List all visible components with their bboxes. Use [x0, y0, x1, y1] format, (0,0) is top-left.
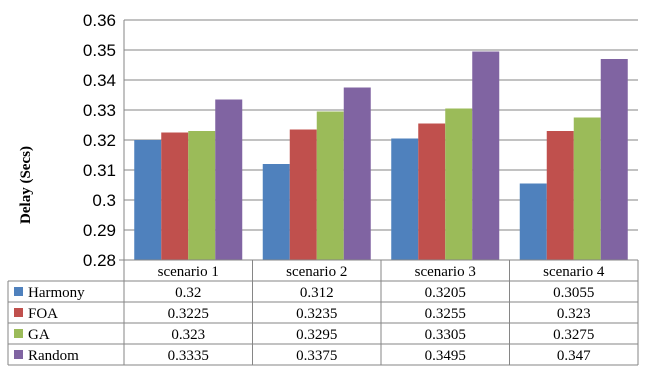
bar-random-scenario-2: [343, 87, 371, 260]
x-tick-label: scenario 4: [543, 264, 605, 280]
data-label: 0.312: [300, 285, 334, 301]
bar-foa-scenario-1: [161, 132, 189, 260]
data-label: 0.3305: [425, 327, 466, 343]
y-tick-label: 0.28: [83, 251, 116, 270]
data-label: 0.3225: [168, 306, 209, 322]
bar-random-scenario-3: [472, 51, 500, 260]
data-label: 0.3205: [425, 285, 466, 301]
y-tick-label: 0.36: [83, 11, 116, 30]
y-axis-label: Delay (Secs): [18, 146, 34, 224]
legend-key-ga: [14, 329, 23, 338]
y-tick-label: 0.29: [83, 221, 116, 240]
legend-key-harmony: [14, 287, 23, 296]
y-tick-label: 0.33: [83, 101, 116, 120]
x-tick-label: scenario 3: [415, 264, 476, 280]
bar-foa-scenario-4: [546, 131, 574, 260]
bars: [134, 51, 628, 260]
x-tick-label: scenario 1: [158, 264, 219, 280]
y-axis-ticks: 0.28 0.29 0.3 0.31 0.32 0.33 0.34 0.35 0.36: [83, 11, 116, 270]
legend-label-ga: GA: [28, 327, 50, 343]
data-label: 0.323: [171, 327, 205, 343]
bar-foa-scenario-2: [289, 129, 317, 260]
axes: [119, 20, 638, 261]
bar-harmony-scenario-1: [134, 140, 162, 260]
legend-label-random: Random: [28, 348, 79, 364]
legend-key-random: [14, 350, 23, 359]
data-label: 0.323: [557, 306, 591, 322]
bar-harmony-scenario-4: [519, 183, 547, 260]
data-label: 0.32: [175, 285, 201, 301]
y-tick-label: 0.3: [92, 191, 116, 210]
legend-label-harmony: Harmony: [28, 285, 85, 301]
data-label: 0.3055: [553, 285, 594, 301]
data-label: 0.3295: [296, 327, 337, 343]
bar-ga-scenario-1: [188, 131, 216, 260]
data-label: 0.3255: [425, 306, 466, 322]
y-tick-label: 0.34: [83, 71, 116, 90]
bar-ga-scenario-3: [445, 108, 473, 260]
bar-random-scenario-1: [215, 99, 243, 260]
bar-foa-scenario-3: [418, 123, 446, 260]
bar-ga-scenario-2: [316, 111, 344, 260]
bar-harmony-scenario-2: [262, 164, 290, 260]
y-tick-label: 0.31: [83, 161, 116, 180]
data-label: 0.3275: [553, 327, 594, 343]
data-table: scenario 1 scenario 2 scenario 3 scenario 4…: [7, 260, 639, 366]
y-tick-label: 0.32: [83, 131, 116, 150]
x-tick-label: scenario 2: [286, 264, 347, 280]
data-label: 0.3235: [296, 306, 337, 322]
data-label: 0.3335: [168, 348, 209, 364]
bar-ga-scenario-4: [573, 117, 601, 260]
data-label: 0.347: [557, 348, 591, 364]
bar-harmony-scenario-3: [391, 138, 419, 260]
legend-key-foa: [14, 308, 23, 317]
data-label: 0.3375: [296, 348, 337, 364]
data-label: 0.3495: [425, 348, 466, 364]
y-tick-label: 0.35: [83, 41, 116, 60]
legend-label-foa: FOA: [28, 306, 58, 322]
bar-random-scenario-4: [600, 59, 628, 260]
